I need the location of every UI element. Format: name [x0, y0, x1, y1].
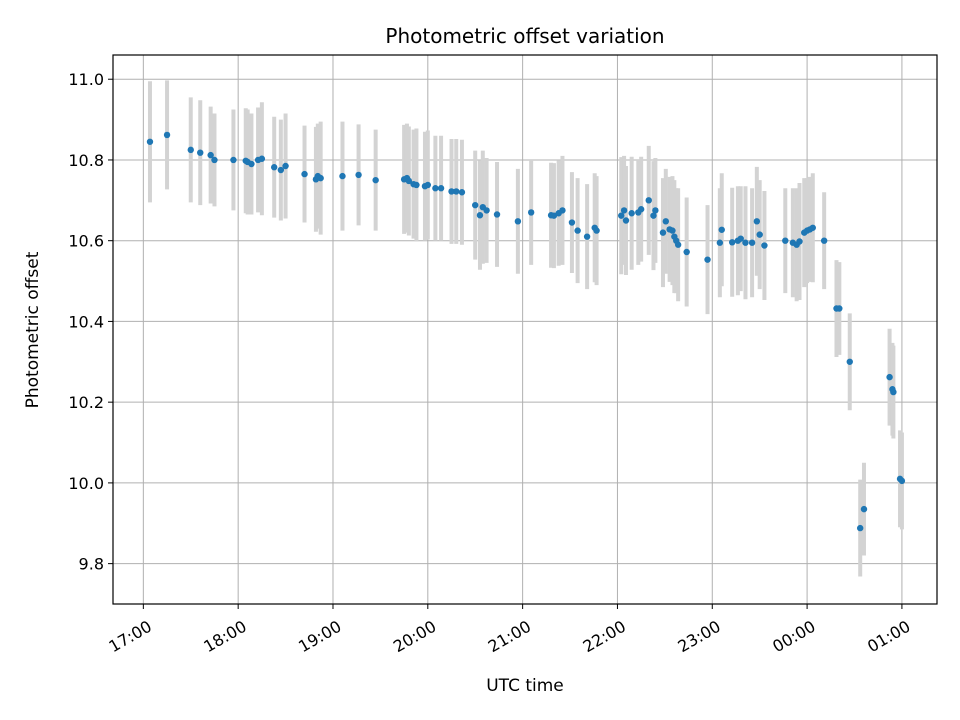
data-point: [753, 218, 761, 225]
data-point: [645, 197, 652, 204]
data-point: [527, 209, 535, 216]
data-point: [628, 210, 635, 217]
data-points: [146, 131, 906, 532]
y-tick-label: 10.4: [68, 312, 104, 331]
plot-frame: [112, 54, 938, 605]
data-point: [458, 189, 466, 196]
data-point: [483, 207, 490, 214]
data-point: [514, 218, 522, 225]
data-point: [716, 239, 724, 246]
data-point: [211, 156, 218, 164]
data-point: [448, 188, 455, 195]
data-point: [650, 212, 657, 219]
data-point: [472, 201, 479, 209]
data-point: [669, 227, 676, 234]
data-point: [662, 218, 670, 225]
data-point: [197, 149, 204, 156]
data-point: [846, 358, 853, 365]
data-point: [248, 160, 255, 168]
data-point: [574, 227, 581, 234]
data-point: [372, 176, 379, 184]
data-point: [748, 239, 756, 246]
data-point: [301, 170, 308, 178]
data-point: [886, 373, 893, 381]
data-point: [593, 227, 600, 234]
data-point: [424, 181, 432, 189]
data-point: [860, 505, 868, 513]
data-point: [674, 241, 682, 248]
data-point: [809, 224, 816, 231]
data-point: [782, 237, 789, 244]
data-point: [146, 138, 154, 145]
y-tick-label: 10.6: [68, 232, 104, 251]
y-tick-label: 10.2: [68, 393, 104, 412]
data-point: [898, 477, 906, 485]
data-point: [618, 212, 625, 219]
data-point: [761, 242, 768, 249]
data-point: [742, 239, 749, 246]
data-point: [659, 229, 667, 236]
y-tick-label: 10.8: [68, 151, 104, 170]
data-point: [207, 151, 214, 159]
data-point: [622, 217, 630, 224]
data-point: [550, 212, 558, 219]
y-axis: 9.8 10.0 10.2 10.4 10.6 10.8 11.0: [68, 70, 113, 574]
data-point: [476, 212, 484, 219]
data-point: [856, 524, 864, 532]
data-point: [683, 248, 690, 256]
data-point: [453, 188, 460, 195]
data-point: [437, 185, 445, 192]
y-tick-label: 9.8: [79, 555, 104, 574]
data-point: [258, 155, 266, 162]
data-point: [413, 181, 420, 189]
data-point: [568, 219, 576, 226]
data-point: [728, 239, 736, 246]
data-point: [282, 162, 289, 170]
data-point: [620, 207, 628, 214]
y-axis-title: Photometric offset: [23, 251, 43, 408]
data-point: [405, 177, 413, 185]
data-point: [737, 235, 744, 242]
data-point: [432, 185, 439, 192]
data-point: [704, 256, 711, 263]
y-tick-label: 10.0: [68, 474, 104, 493]
x-axis-title: UTC time: [486, 676, 564, 696]
chart-title: Photometric offset variation: [385, 24, 664, 48]
data-point: [820, 237, 828, 244]
data-point: [652, 207, 659, 214]
data-point: [339, 172, 346, 180]
data-point: [890, 388, 897, 396]
data-point: [493, 211, 501, 218]
data-point: [583, 233, 591, 240]
data-point: [277, 166, 285, 174]
data-point: [355, 171, 362, 179]
data-point: [317, 174, 324, 182]
data-point: [637, 206, 645, 213]
data-point: [163, 131, 171, 139]
data-point: [756, 231, 763, 238]
data-point: [187, 146, 194, 154]
data-point: [796, 238, 803, 245]
data-point: [559, 207, 566, 214]
data-point: [836, 305, 843, 312]
data-point: [718, 226, 725, 233]
data-point: [270, 164, 278, 171]
data-point: [230, 156, 237, 164]
y-tick-label: 11.0: [68, 70, 104, 89]
